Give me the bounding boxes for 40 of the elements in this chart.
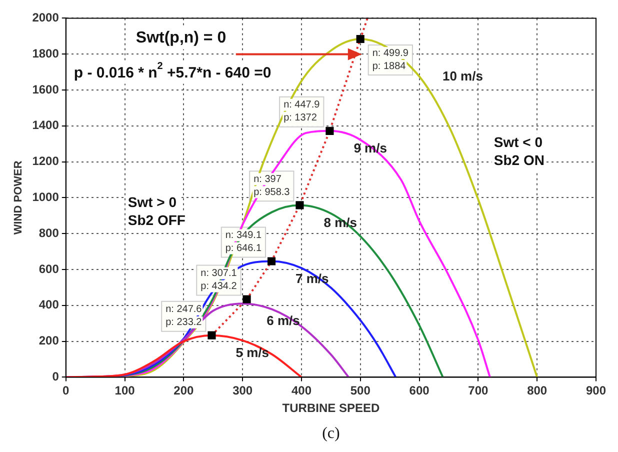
data-label: n: 397 p: 958.3 [254,174,290,198]
point [208,331,216,340]
y-tick-label: 1000 [32,190,60,204]
data-label: n: 447.9 p: 1372 [284,100,320,124]
y-tick-label: 200 [38,334,60,348]
x-tick-label: 400 [291,384,312,398]
y-tick-label: 1200 [32,154,60,168]
y-tick-label: 2000 [32,10,60,25]
x-axis-title: TURBINE SPEED [282,401,380,416]
data-label: n: 307.1 p: 434.2 [200,268,238,292]
point [267,257,276,266]
y-tick-label: 0 [52,370,60,384]
x-tick-label: 500 [350,384,371,398]
series-label: 5 m/s [236,344,269,360]
y-tick-label: 600 [38,262,60,276]
x-tick-label: 0 [62,384,70,398]
x-tick-label: 200 [174,384,194,398]
y-tick-label: 1800 [32,46,60,60]
x-tick-label: 900 [586,384,606,398]
annotation: Swt > 0 Sb2 OFF [128,194,186,228]
x-tick-label: 600 [409,384,430,398]
y-axis-title: WIND POWER [12,160,25,235]
y-tick-label: 400 [38,298,60,312]
point [242,295,251,304]
point [296,201,304,210]
annotation: Swt < 0 Sb2 ON [494,134,544,168]
data-label: n: 247.6 p: 233.2 [166,304,202,328]
x-tick-label: 100 [114,384,136,398]
x-tick-label: 800 [527,384,548,398]
point [326,126,334,135]
point [356,34,364,44]
series-label: 10 m/s [442,68,483,84]
y-tick-label: 1400 [32,118,60,132]
data-label: n: 499.9 p: 1884 [372,48,409,72]
text: (c) [322,425,340,442]
y-tick-label: 800 [38,226,60,240]
x-tick-label: 300 [232,384,253,398]
annotation: Swt(p,n) = 0 [136,30,226,47]
y-tick-label: 1600 [32,82,60,96]
x-tick-label: 700 [468,384,489,398]
